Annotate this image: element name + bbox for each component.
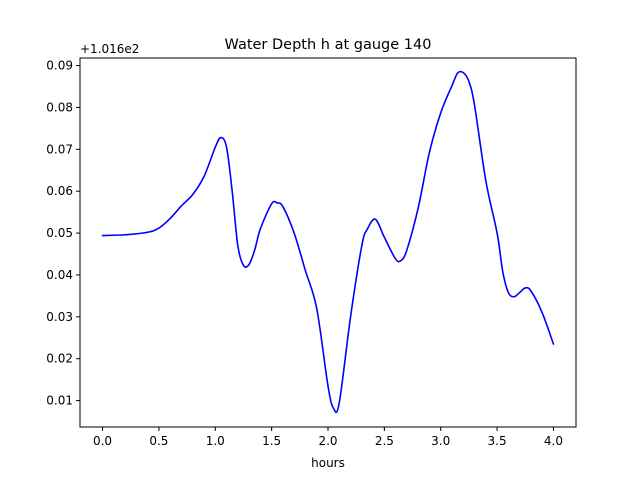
x-tick-label: 1.0: [206, 434, 225, 448]
x-axis-label: hours: [311, 456, 345, 470]
plot-frame: [79, 57, 577, 428]
plot-area: 0.0 0.5 1.0 1.5 2.0 2.5 3.0 3.5 4.0 0.01 0.02 0.03 0…: [46, 57, 577, 448]
x-tick-label: 0.5: [149, 434, 168, 448]
y-tick-label: 0.05: [46, 226, 73, 240]
y-tick-label: 0.02: [46, 352, 73, 366]
y-tick-label: 0.04: [46, 268, 73, 282]
chart-title: Water Depth h at gauge 140: [225, 37, 432, 53]
series-line-0: [101, 70, 555, 414]
y-offset-label: +1.016e2: [80, 42, 139, 56]
x-tick-label: 3.5: [488, 434, 507, 448]
x-tick-label: 0.0: [93, 434, 112, 448]
x-tick-label: 2.0: [318, 434, 337, 448]
x-tick-label: 4.0: [544, 434, 563, 448]
y-tick-label: 0.06: [46, 184, 73, 198]
x-tick-label: 2.5: [375, 434, 394, 448]
x-tick-label: 1.5: [262, 434, 281, 448]
y-tick-label: 0.08: [46, 100, 73, 114]
y-tick-label: 0.01: [46, 394, 73, 408]
y-tick-label: 0.03: [46, 310, 73, 324]
y-tick-label: 0.09: [46, 59, 73, 73]
x-tick-label: 3.0: [431, 434, 450, 448]
y-tick-label: 0.07: [46, 142, 73, 156]
